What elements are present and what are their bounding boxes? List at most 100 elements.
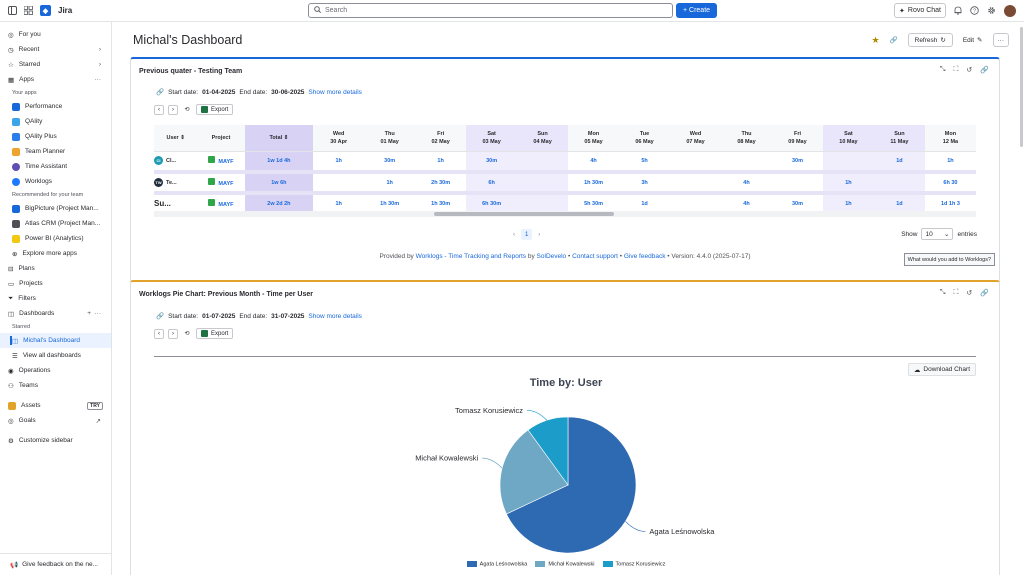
day-cell[interactable] [771, 172, 823, 195]
star-filled-icon[interactable]: ★ [871, 34, 880, 45]
next-page-icon[interactable]: › [538, 231, 541, 238]
help-icon[interactable]: ? [970, 6, 979, 15]
column-header[interactable]: Sat 10 May [822, 125, 874, 152]
column-header[interactable]: Total ⇕ [244, 125, 314, 152]
refresh-icon[interactable]: ↺ [966, 67, 973, 74]
soldevelo-link[interactable]: SolDevelo [536, 253, 567, 260]
day-cell[interactable]: 1h 30m [364, 193, 416, 211]
day-cell[interactable] [873, 172, 925, 195]
sidebar-item-teams[interactable]: ⚇ Teams [0, 378, 111, 393]
sidebar-toggle-icon[interactable] [8, 6, 17, 15]
prev-period-button[interactable]: ‹ [154, 328, 164, 339]
show-more-details-link[interactable]: Show more details [308, 312, 362, 320]
sidebar-item-operations[interactable]: ◉ Operations [0, 363, 111, 378]
day-cell[interactable]: 4h [721, 172, 772, 195]
day-cell[interactable]: 1h 30m [568, 172, 620, 195]
day-cell[interactable]: 6h 30m [466, 193, 518, 211]
prev-page-icon[interactable]: ‹ [513, 231, 516, 238]
column-header[interactable]: Sat 03 May [466, 125, 518, 152]
day-cell[interactable] [313, 172, 365, 195]
refresh-icon[interactable]: ↺ [966, 290, 973, 297]
next-period-button[interactable]: › [168, 104, 178, 115]
day-cell[interactable] [670, 172, 722, 195]
more-icon[interactable]: ··· [94, 310, 102, 317]
total-cell[interactable]: 2w 2d 2h [244, 193, 314, 211]
sidebar-app-atlas-crm[interactable]: Atlas CRM (Project Man... [0, 216, 111, 231]
link-icon[interactable]: 🔗 [980, 67, 989, 74]
rovo-chat-button[interactable]: ✦ Rovo Chat [894, 3, 946, 18]
legend-item[interactable]: Michał Kowalewski [535, 561, 595, 567]
copy-link-icon[interactable]: 🔗 [889, 37, 898, 44]
day-cell[interactable]: 30m [466, 151, 518, 174]
sidebar-customize[interactable]: ⚙ Customize sidebar [0, 433, 111, 448]
sidebar-app-qality[interactable]: QAlity [0, 114, 111, 129]
worklogs-app-link[interactable]: Worklogs - Time Tracking and Reports [415, 253, 527, 260]
jira-logo-icon[interactable]: ◆ [40, 5, 51, 16]
sidebar-app-qality-plus[interactable]: QAlity Plus [0, 129, 111, 144]
project-cell[interactable]: MAYF [197, 151, 245, 174]
day-cell[interactable]: 1d [873, 151, 925, 174]
notifications-bell-icon[interactable] [954, 6, 962, 15]
sidebar-app-time-assistant[interactable]: Time Assistant [0, 159, 111, 174]
day-cell[interactable]: 30m [771, 151, 823, 174]
total-cell[interactable]: 1w 1d 4h [244, 151, 314, 174]
give-feedback-link[interactable]: Give feedback [623, 253, 666, 260]
day-cell[interactable] [517, 151, 569, 174]
day-cell[interactable] [721, 151, 772, 174]
day-cell[interactable]: 1h [415, 151, 467, 174]
table-horizontal-scrollbar[interactable] [154, 211, 976, 217]
day-cell[interactable]: 4h [721, 193, 772, 211]
feedback-prompt-button[interactable]: What would you add to Worklogs? [903, 253, 995, 266]
day-cell[interactable]: 5h [619, 151, 671, 174]
day-cell[interactable] [822, 151, 874, 174]
pie-slice[interactable] [499, 429, 569, 515]
edit-button[interactable]: Edit ✎ [960, 33, 986, 47]
page-size-select[interactable]: 10 ⌄ [921, 228, 954, 240]
day-cell[interactable] [517, 172, 569, 195]
day-cell[interactable]: 6h 30 [924, 172, 976, 195]
sidebar-explore-apps[interactable]: ⊕ Explore more apps [0, 246, 111, 261]
pie-slice[interactable] [527, 416, 569, 486]
column-header[interactable]: Thu 08 May [721, 125, 772, 152]
export-button[interactable]: Export [196, 328, 234, 339]
sidebar-item-projects[interactable]: ▭ Projects [0, 276, 111, 291]
total-cell[interactable]: 1w 6h [244, 172, 314, 195]
scrollbar-thumb[interactable] [434, 212, 614, 216]
sidebar-item-goals[interactable]: ◎ Goals ↗ [0, 413, 111, 428]
day-cell[interactable]: 3h [619, 172, 671, 195]
sidebar-app-team-planner[interactable]: Team Planner [0, 144, 111, 159]
day-cell[interactable]: 1h [313, 193, 365, 211]
project-cell[interactable]: MAYF [197, 172, 245, 195]
profile-avatar[interactable] [1004, 4, 1016, 17]
column-header[interactable]: User ⇕ [154, 125, 198, 152]
pie-slice[interactable] [506, 416, 637, 554]
maximize-icon[interactable]: ⛶ [953, 66, 959, 73]
refresh-icon[interactable]: ⟲ [184, 331, 190, 337]
sidebar-item-assets[interactable]: Assets TRY [0, 398, 111, 413]
legend-item[interactable]: Agata Leśnowolska [466, 561, 527, 567]
scrollbar-thumb[interactable] [1020, 27, 1023, 147]
day-cell[interactable]: 4h [568, 151, 620, 174]
day-cell[interactable]: 5h 30m [568, 193, 620, 211]
day-cell[interactable]: 1h [924, 151, 976, 174]
sidebar-view-all-dashboards[interactable]: ☰ View all dashboards [0, 348, 111, 363]
sidebar-item-dashboards[interactable]: ◫ Dashboards + ··· [0, 306, 111, 321]
minimize-icon[interactable]: ⤡ [939, 66, 946, 73]
link-icon[interactable]: 🔗 [980, 290, 989, 297]
show-more-details-link[interactable]: Show more details [308, 88, 362, 96]
next-period-button[interactable]: › [168, 328, 178, 339]
sidebar-item-plans[interactable]: ⊟ Plans [0, 261, 111, 276]
column-header[interactable]: Sun 11 May [873, 125, 925, 152]
prev-period-button[interactable]: ‹ [154, 104, 164, 115]
day-cell[interactable]: 1h 30m [415, 193, 467, 211]
column-header[interactable]: Mon 12 Ma [924, 125, 976, 152]
page-scrollbar[interactable] [1019, 22, 1024, 575]
day-cell[interactable]: 30m [771, 193, 823, 211]
column-header[interactable]: Sun 04 May [517, 125, 569, 152]
user-cell[interactable]: TW Te... [154, 172, 198, 195]
sidebar-feedback-button[interactable]: 📢 Give feedback on the ne... [0, 553, 112, 575]
day-cell[interactable]: 1h [313, 151, 365, 174]
legend-item[interactable]: Tomasz Korusiewicz [602, 561, 665, 567]
day-cell[interactable] [670, 151, 722, 174]
sidebar-app-bigpicture[interactable]: BigPicture (Project Man... [0, 201, 111, 216]
